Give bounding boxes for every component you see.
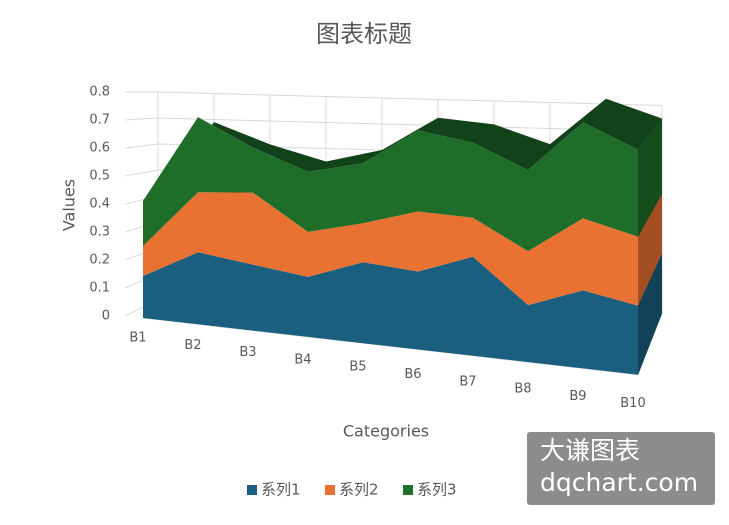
y-tick-label: 0.8 [89, 85, 110, 100]
x-tick-label: B2 [184, 338, 201, 353]
legend-label: 系列1 [261, 481, 301, 499]
x-tick-label: B4 [294, 352, 311, 367]
legend-label: 系列2 [339, 481, 379, 499]
watermark: 大谦图表 [540, 436, 640, 465]
area-side [638, 253, 662, 375]
legend-label: 系列3 [417, 481, 457, 499]
y-tick-label: 0.3 [89, 225, 110, 240]
legend-swatch [325, 485, 335, 495]
legend-swatch [403, 485, 413, 495]
y-tick-label: 0.6 [89, 141, 110, 156]
area-top [143, 98, 662, 201]
x-tick-label: B7 [459, 374, 476, 389]
x-tick-label: B9 [569, 389, 586, 404]
area [143, 252, 638, 375]
y-tick-label: 0.7 [89, 113, 110, 128]
x-tick-label: B3 [239, 345, 256, 360]
y-tick-label: 0.4 [89, 197, 110, 212]
x-tick-label: B6 [404, 367, 421, 382]
x-tick-label: B8 [514, 382, 531, 397]
area-side [638, 193, 662, 306]
y-tick-label: 0.1 [89, 281, 110, 296]
watermark-box [527, 432, 715, 505]
area [143, 117, 638, 252]
grid-line [125, 91, 663, 106]
y-tick-label: 0 [102, 309, 110, 324]
area [143, 192, 638, 306]
watermark: dqchart.com [540, 468, 698, 497]
x-tick-label: B10 [620, 396, 645, 411]
y-tick-label: 0.5 [89, 169, 110, 184]
y-tick-label: 0.2 [89, 253, 110, 268]
y-axis-title: Values [60, 179, 79, 231]
area-side [638, 118, 662, 237]
chart-title: 图表标题 [316, 20, 412, 48]
x-tick-label: B1 [129, 331, 146, 346]
legend-swatch [247, 485, 257, 495]
x-axis-title: Categories [343, 422, 429, 441]
x-tick-label: B5 [349, 360, 366, 375]
